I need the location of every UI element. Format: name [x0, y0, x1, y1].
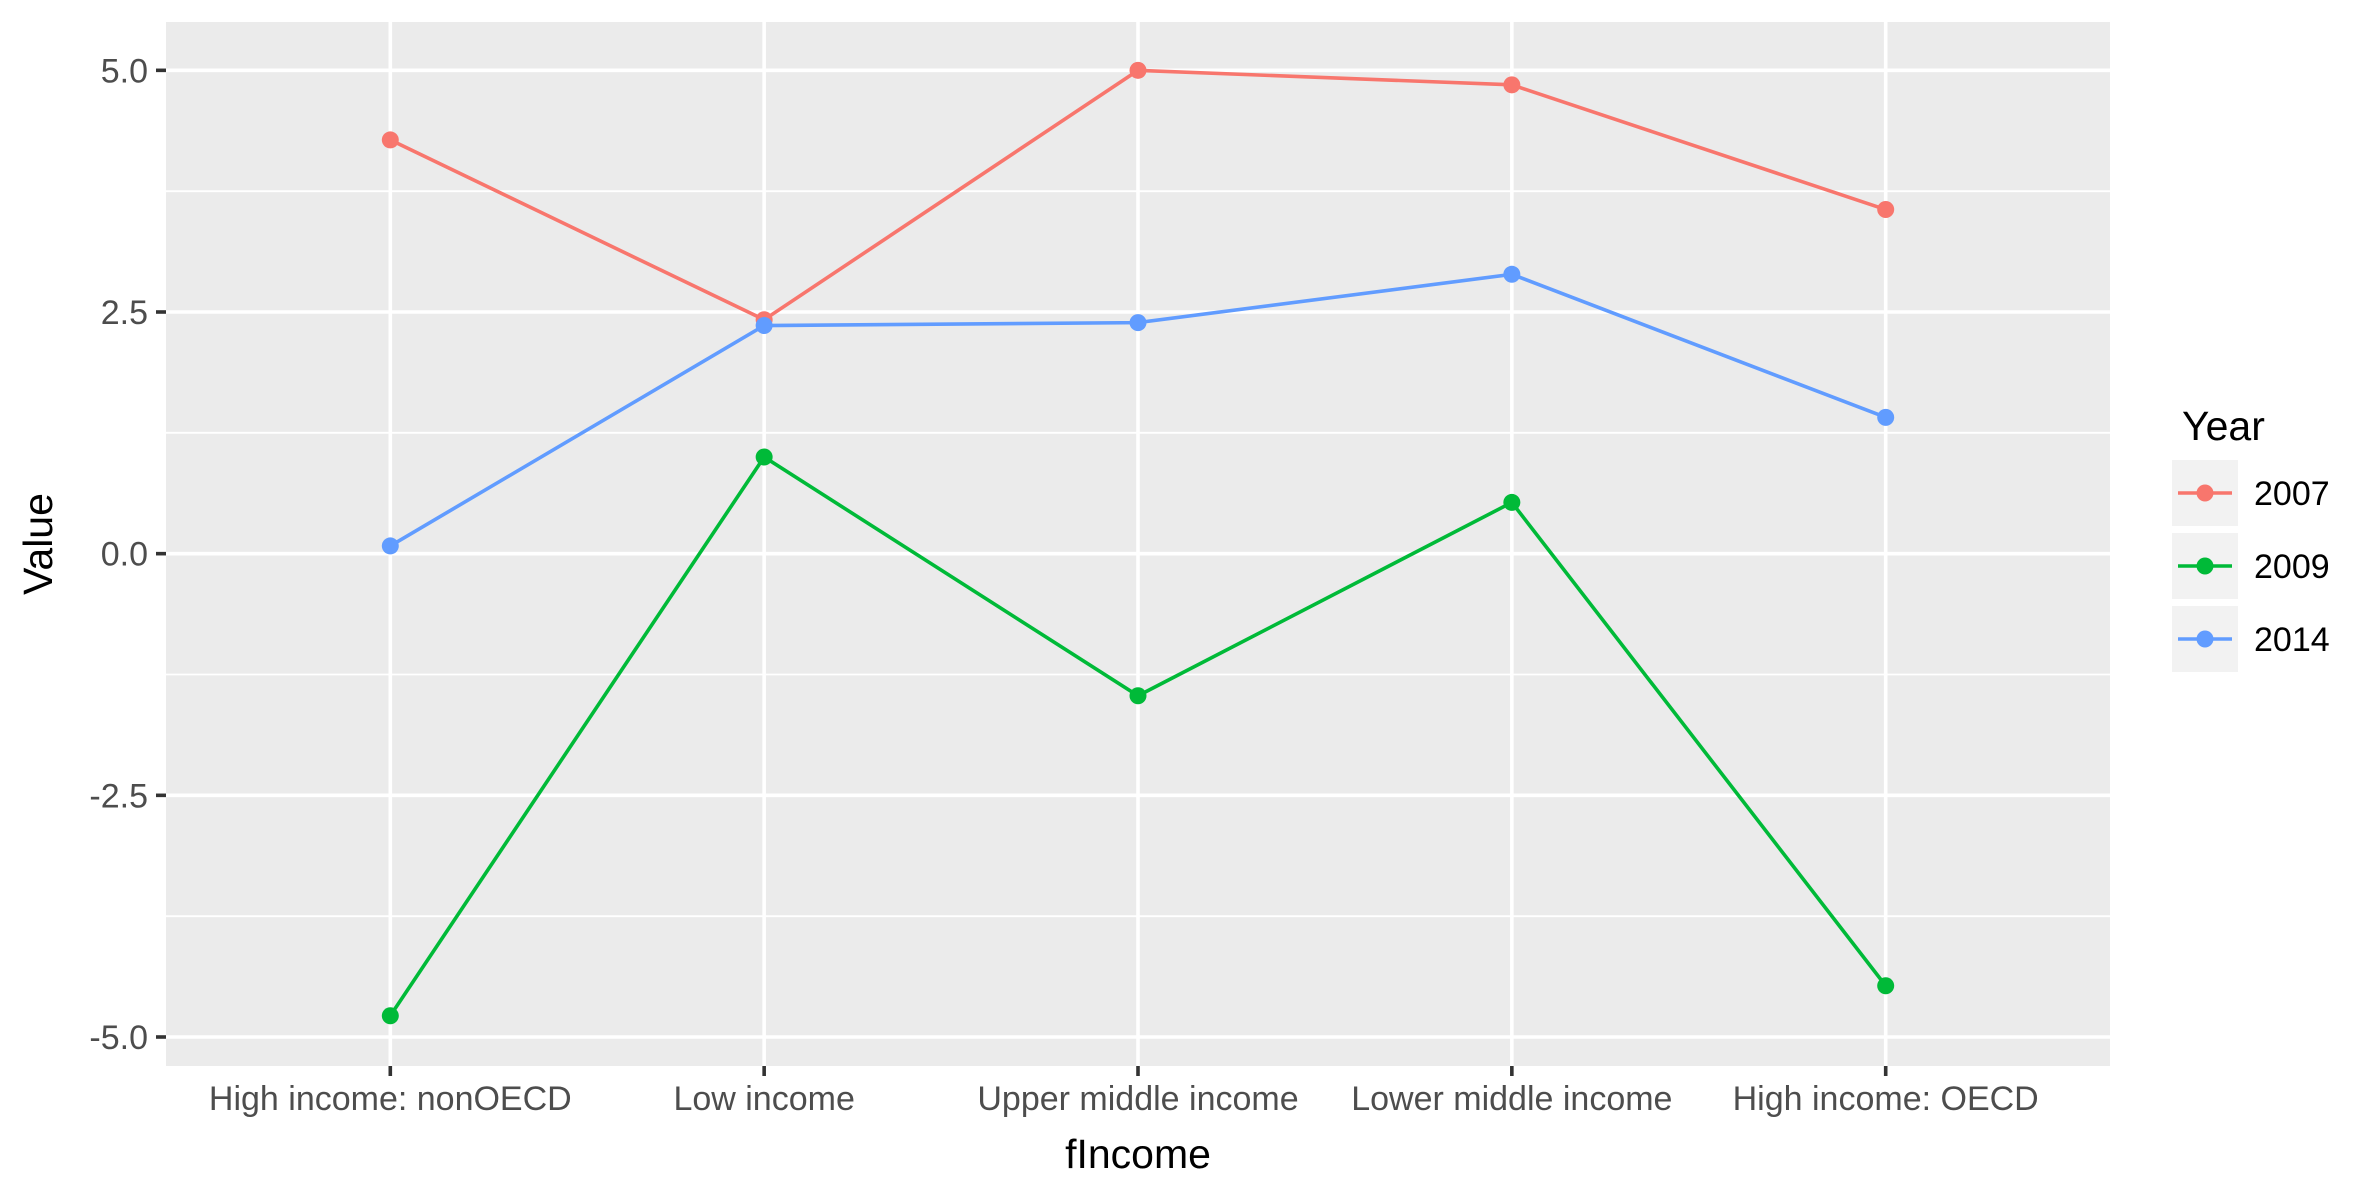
legend-title: Year [2182, 403, 2265, 449]
legend-label: 2007 [2254, 475, 2330, 513]
x-axis-title: fIncome [1065, 1131, 1211, 1177]
data-point [1503, 265, 1521, 283]
series-2007 [381, 61, 1895, 329]
y-tick-label: 0.0 [101, 536, 148, 574]
legend-key-point [2196, 484, 2214, 502]
legend: Year 2007 2009 2014 [2172, 403, 2330, 672]
legend-label: 2009 [2254, 548, 2330, 586]
data-point [1503, 76, 1521, 94]
x-tick-label: High income: nonOECD [209, 1080, 572, 1118]
series-2014 [381, 265, 1895, 555]
x-tick-label: High income: OECD [1733, 1080, 2039, 1118]
data-point [755, 448, 773, 466]
data-point [381, 537, 399, 555]
x-tick-label: Low income [673, 1080, 854, 1118]
data-point [1129, 687, 1147, 705]
legend-label: 2014 [2254, 621, 2330, 659]
y-tick-label: -5.0 [89, 1019, 148, 1057]
legend-item: 2009 [2172, 533, 2330, 599]
data-point [1877, 201, 1895, 219]
legend-key-point [2196, 630, 2214, 648]
series-layer [381, 61, 1895, 1025]
series-2009 [381, 448, 1895, 1025]
axes: -5.0 -2.5 0.0 2.5 5.0 High income: nonOECD Low… [89, 52, 2038, 1118]
y-tick-label: 5.0 [101, 52, 148, 90]
y-tick-label: 2.5 [101, 294, 148, 332]
x-tick-label: Upper middle income [977, 1080, 1298, 1118]
data-point [381, 1007, 399, 1025]
data-point [1877, 408, 1895, 426]
data-point [1129, 61, 1147, 79]
legend-key-point [2196, 557, 2214, 575]
data-point [381, 131, 399, 149]
legend-item: 2014 [2172, 606, 2330, 672]
y-tick-label: -2.5 [89, 777, 148, 815]
data-point [1129, 314, 1147, 332]
data-point [755, 317, 773, 335]
x-tick-label: Lower middle income [1351, 1080, 1672, 1118]
y-axis-title: Value [15, 493, 61, 595]
data-point [1877, 977, 1895, 995]
legend-item: 2007 [2172, 460, 2330, 526]
data-point [1503, 493, 1521, 511]
